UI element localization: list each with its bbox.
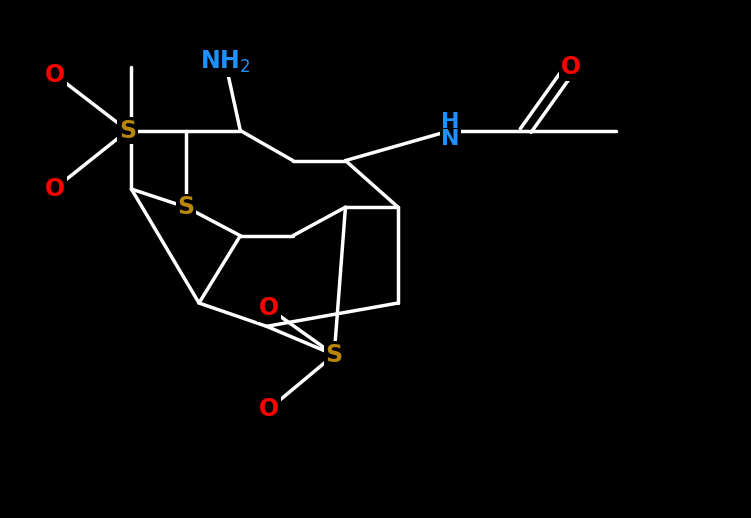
Text: O: O <box>45 63 65 87</box>
Text: S: S <box>326 343 342 367</box>
Text: NH$_2$: NH$_2$ <box>201 49 250 75</box>
Text: O: O <box>45 177 65 200</box>
Text: S: S <box>178 195 195 219</box>
Text: O: O <box>259 397 279 421</box>
Text: H
N: H N <box>442 112 460 149</box>
Text: S: S <box>119 119 136 142</box>
Text: O: O <box>259 296 279 320</box>
Text: O: O <box>561 55 581 79</box>
